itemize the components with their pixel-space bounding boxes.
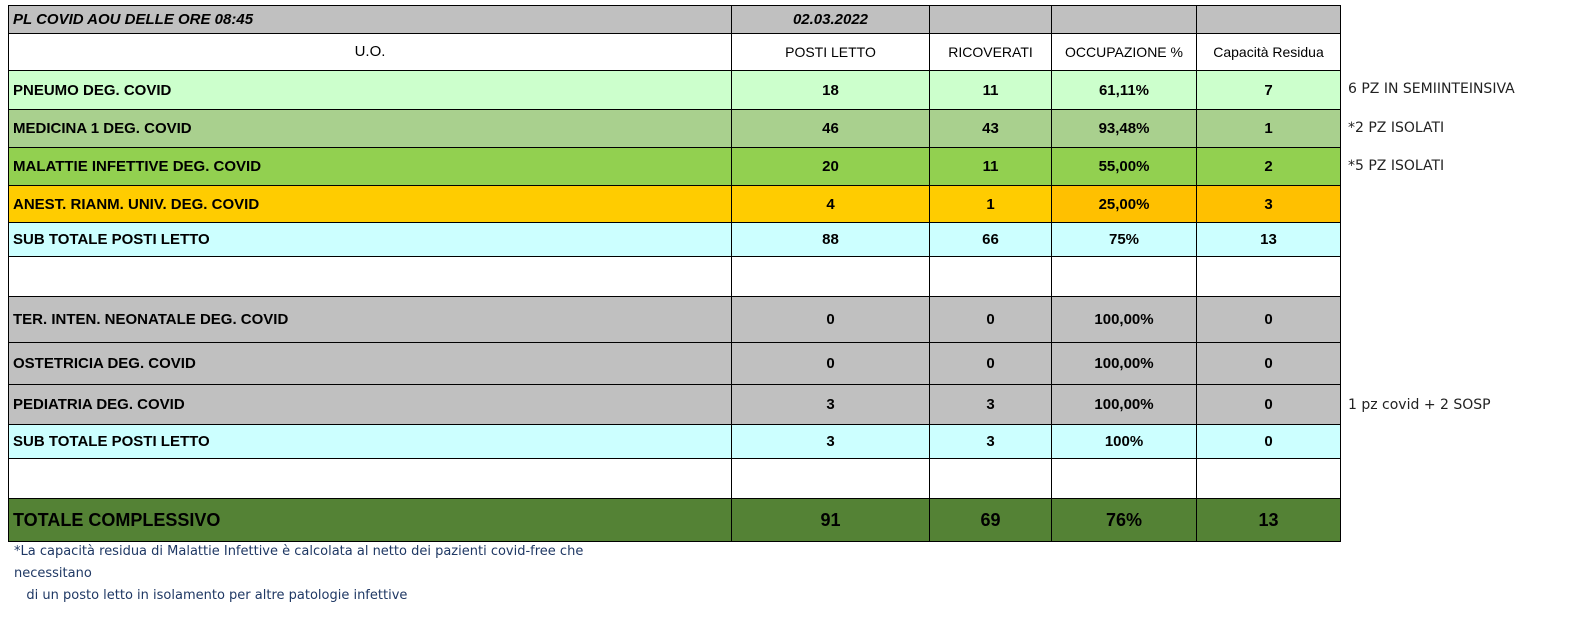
header-row: U.O. POSTI LETTO RICOVERATI OCCUPAZIONE … — [8, 33, 1341, 71]
blank-row — [8, 256, 1341, 297]
bed-occupancy-table: PL COVID AOU DELLE ORE 08:45 02.03.2022 … — [8, 5, 1341, 542]
row-name: ANEST. RIANM. UNIV. DEG. COVID — [8, 185, 732, 223]
cell-ricoverati: 66 — [929, 222, 1052, 257]
table-row: PNEUMO DEG. COVID 18 11 61,11% 7 — [8, 70, 1341, 110]
cell-posti: 88 — [731, 222, 930, 257]
table-row: ANEST. RIANM. UNIV. DEG. COVID 4 1 25,00% 3 — [8, 185, 1341, 223]
row-name: TER. INTEN. NEONATALE DEG. COVID — [8, 296, 732, 343]
row-name: TOTALE COMPLESSIVO — [8, 498, 732, 542]
blank-row — [8, 458, 1341, 499]
footnote-line: *La capacità residua di Malattie Infetti… — [14, 544, 584, 559]
cell-occupazione: 75% — [1051, 222, 1197, 257]
footnote-line: necessitano — [14, 566, 92, 581]
cell-occupazione: 100,00% — [1051, 384, 1197, 425]
cell-capacita: 1 — [1196, 109, 1341, 148]
cell-ricoverati: 69 — [929, 498, 1052, 542]
cell-posti: 0 — [731, 342, 930, 385]
cell-occupazione: 76% — [1051, 498, 1197, 542]
row-name: OSTETRICIA DEG. COVID — [8, 342, 732, 385]
cell-capacita: 0 — [1196, 296, 1341, 343]
cell-occupazione: 100,00% — [1051, 342, 1197, 385]
cell-capacita: 13 — [1196, 498, 1341, 542]
cell-ricoverati: 3 — [929, 424, 1052, 459]
row-name: MALATTIE INFETTIVE DEG. COVID — [8, 147, 732, 186]
cell-capacita: 0 — [1196, 424, 1341, 459]
cell-ricoverati: 0 — [929, 342, 1052, 385]
cell-occupazione: 100% — [1051, 424, 1197, 459]
cell-ricoverati: 1 — [929, 185, 1052, 223]
table-row: TER. INTEN. NEONATALE DEG. COVID 0 0 100,00… — [8, 296, 1341, 343]
cell-occupazione: 55,00% — [1051, 147, 1197, 186]
cell-occupazione: 93,48% — [1051, 109, 1197, 148]
cell-capacita: 13 — [1196, 222, 1341, 257]
row-name: PNEUMO DEG. COVID — [8, 70, 732, 110]
row-note: 1 pz covid + 2 SOSP — [1348, 397, 1491, 413]
cell-ricoverati: 43 — [929, 109, 1052, 148]
row-note: *5 PZ ISOLATI — [1348, 158, 1445, 174]
cell-ricoverati: 3 — [929, 384, 1052, 425]
cell-ricoverati: 11 — [929, 70, 1052, 110]
table-row: MEDICINA 1 DEG. COVID 46 43 93,48% 1 — [8, 109, 1341, 148]
header-posti: POSTI LETTO — [731, 33, 930, 71]
cell-ricoverati: 11 — [929, 147, 1052, 186]
row-note: 6 PZ IN SEMIINTEINSIVA — [1348, 81, 1515, 97]
cell-posti: 20 — [731, 147, 930, 186]
table-row: OSTETRICIA DEG. COVID 0 0 100,00% 0 — [8, 342, 1341, 385]
header-ricoverati: RICOVERATI — [929, 33, 1052, 71]
subtotal-row: SUB TOTALE POSTI LETTO 3 3 100% 0 — [8, 424, 1341, 459]
row-name: SUB TOTALE POSTI LETTO — [8, 222, 732, 257]
cell-capacita: 7 — [1196, 70, 1341, 110]
title-row: PL COVID AOU DELLE ORE 08:45 02.03.2022 — [8, 5, 1341, 34]
row-name: SUB TOTALE POSTI LETTO — [8, 424, 732, 459]
footnote-line: di un posto letto in isolamento per altr… — [14, 588, 408, 603]
cell-posti: 3 — [731, 384, 930, 425]
cell-occupazione: 61,11% — [1051, 70, 1197, 110]
cell-posti: 4 — [731, 185, 930, 223]
header-uo: U.O. — [8, 33, 732, 71]
cell-posti: 91 — [731, 498, 930, 542]
table-title: PL COVID AOU DELLE ORE 08:45 — [8, 5, 732, 34]
cell-ricoverati: 0 — [929, 296, 1052, 343]
cell-posti: 0 — [731, 296, 930, 343]
total-row: TOTALE COMPLESSIVO 91 69 76% 13 — [8, 498, 1341, 542]
cell-capacita: 3 — [1196, 185, 1341, 223]
header-capacita: Capacità Residua — [1196, 33, 1341, 71]
table-row: MALATTIE INFETTIVE DEG. COVID 20 11 55,00% 2 — [8, 147, 1341, 186]
row-name: PEDIATRIA DEG. COVID — [8, 384, 732, 425]
cell-capacita: 0 — [1196, 384, 1341, 425]
cell-capacita: 0 — [1196, 342, 1341, 385]
cell-capacita: 2 — [1196, 147, 1341, 186]
cell-posti: 18 — [731, 70, 930, 110]
row-name: MEDICINA 1 DEG. COVID — [8, 109, 732, 148]
cell-posti: 3 — [731, 424, 930, 459]
cell-occupazione: 25,00% — [1051, 185, 1197, 223]
header-occupazione: OCCUPAZIONE % — [1051, 33, 1197, 71]
report-date: 02.03.2022 — [731, 5, 930, 34]
cell-posti: 46 — [731, 109, 930, 148]
table-row: PEDIATRIA DEG. COVID 3 3 100,00% 0 — [8, 384, 1341, 425]
row-note: *2 PZ ISOLATI — [1348, 120, 1445, 136]
cell-occupazione: 100,00% — [1051, 296, 1197, 343]
subtotal-row: SUB TOTALE POSTI LETTO 88 66 75% 13 — [8, 222, 1341, 257]
